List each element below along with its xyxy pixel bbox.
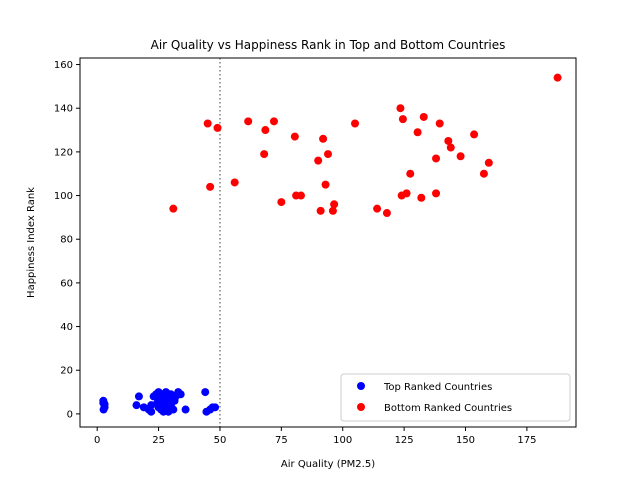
- data-point-bottom-ranked: [261, 126, 270, 135]
- legend-box: [340, 373, 571, 422]
- data-point-bottom-ranked: [244, 117, 253, 126]
- data-point-bottom-ranked: [446, 143, 455, 152]
- y-tick-label: 140: [54, 104, 73, 115]
- data-point-bottom-ranked: [398, 115, 407, 124]
- data-point-bottom-ranked: [351, 119, 360, 128]
- data-point-bottom-ranked: [470, 130, 479, 139]
- data-point-bottom-ranked: [314, 156, 323, 165]
- data-point-bottom-ranked: [402, 189, 411, 198]
- legend-marker-bottom-ranked: [357, 403, 365, 411]
- data-point-top-ranked: [181, 405, 190, 414]
- x-axis-ticks: 0 25 50 75 100 125 150 175: [94, 427, 536, 446]
- y-tick-label: 100: [54, 191, 73, 202]
- y-tick-label: 120: [54, 147, 73, 158]
- plot-frame: [79, 57, 577, 428]
- data-point-bottom-ranked: [296, 191, 305, 200]
- y-tick-label: 160: [54, 60, 73, 71]
- legend-label-top-ranked: Top Ranked Countries: [383, 382, 492, 393]
- y-tick-label: 60: [60, 278, 73, 289]
- y-tick-label: 20: [60, 366, 73, 377]
- data-point-top-ranked: [147, 407, 156, 416]
- data-point-bottom-ranked: [324, 150, 332, 159]
- chart-title: Air Quality vs Happiness Rank in Top and…: [151, 38, 506, 52]
- data-point-bottom-ranked: [432, 189, 441, 198]
- data-point-bottom-ranked: [269, 117, 278, 126]
- legend: Top Ranked Countries Bottom Ranked Count…: [340, 373, 571, 422]
- x-tick-label: 175: [517, 435, 536, 446]
- data-point-top-ranked: [201, 388, 210, 397]
- x-tick-label: 50: [214, 435, 227, 446]
- data-point-top-ranked: [147, 401, 156, 410]
- x-tick-label: 150: [456, 435, 475, 446]
- data-point-top-ranked: [211, 403, 220, 412]
- data-point-bottom-ranked: [553, 73, 562, 82]
- data-point-bottom-ranked: [213, 123, 222, 132]
- data-point-bottom-ranked: [203, 119, 212, 128]
- y-tick-label: 40: [60, 322, 73, 333]
- data-point-bottom-ranked: [277, 198, 286, 207]
- x-tick-label: 0: [94, 435, 100, 446]
- data-point-bottom-ranked: [206, 182, 215, 191]
- data-point-bottom-ranked: [319, 134, 328, 143]
- data-point-bottom-ranked: [321, 180, 330, 189]
- data-point-top-ranked: [134, 392, 143, 401]
- data-point-bottom-ranked: [373, 204, 382, 213]
- legend-label-bottom-ranked: Bottom Ranked Countries: [384, 403, 512, 414]
- data-point-bottom-ranked: [456, 152, 465, 161]
- data-point-top-ranked: [100, 400, 109, 409]
- x-tick-label: 100: [333, 435, 352, 446]
- data-point-bottom-ranked: [260, 150, 269, 159]
- y-axis-ticks: 0 20 40 60 80 100 120 140 160: [54, 60, 80, 420]
- data-point-bottom-ranked: [432, 154, 441, 163]
- y-tick-label: 80: [60, 235, 73, 246]
- data-point-bottom-ranked: [413, 128, 422, 137]
- data-point-bottom-ranked: [328, 206, 337, 215]
- y-axis-title: Happiness Index Rank: [26, 187, 37, 298]
- data-point-bottom-ranked: [417, 193, 426, 202]
- data-point-bottom-ranked: [316, 206, 325, 215]
- data-point-bottom-ranked: [479, 169, 488, 178]
- x-tick-label: 25: [152, 435, 165, 446]
- data-point-bottom-ranked: [444, 136, 453, 145]
- data-point-top-ranked: [132, 401, 141, 410]
- data-point-top-ranked: [176, 390, 185, 399]
- data-point-bottom-ranked: [382, 209, 391, 218]
- plot-area: [80, 58, 576, 427]
- legend-marker-top-ranked: [357, 382, 365, 390]
- data-point-bottom-ranked: [396, 104, 405, 113]
- data-points-group: [99, 73, 562, 416]
- data-point-bottom-ranked: [406, 169, 415, 178]
- data-point-bottom-ranked: [290, 132, 299, 141]
- data-point-bottom-ranked: [435, 119, 444, 128]
- data-point-bottom-ranked: [230, 178, 239, 187]
- data-point-bottom-ranked: [169, 204, 178, 213]
- data-point-top-ranked: [169, 405, 178, 414]
- x-tick-label: 75: [275, 435, 288, 446]
- x-tick-label: 125: [395, 435, 414, 446]
- data-point-bottom-ranked: [484, 158, 493, 167]
- y-tick-label: 0: [67, 409, 73, 420]
- x-axis-title: Air Quality (PM2.5): [281, 459, 375, 470]
- data-point-bottom-ranked: [419, 112, 428, 121]
- data-point-bottom-ranked: [330, 200, 339, 209]
